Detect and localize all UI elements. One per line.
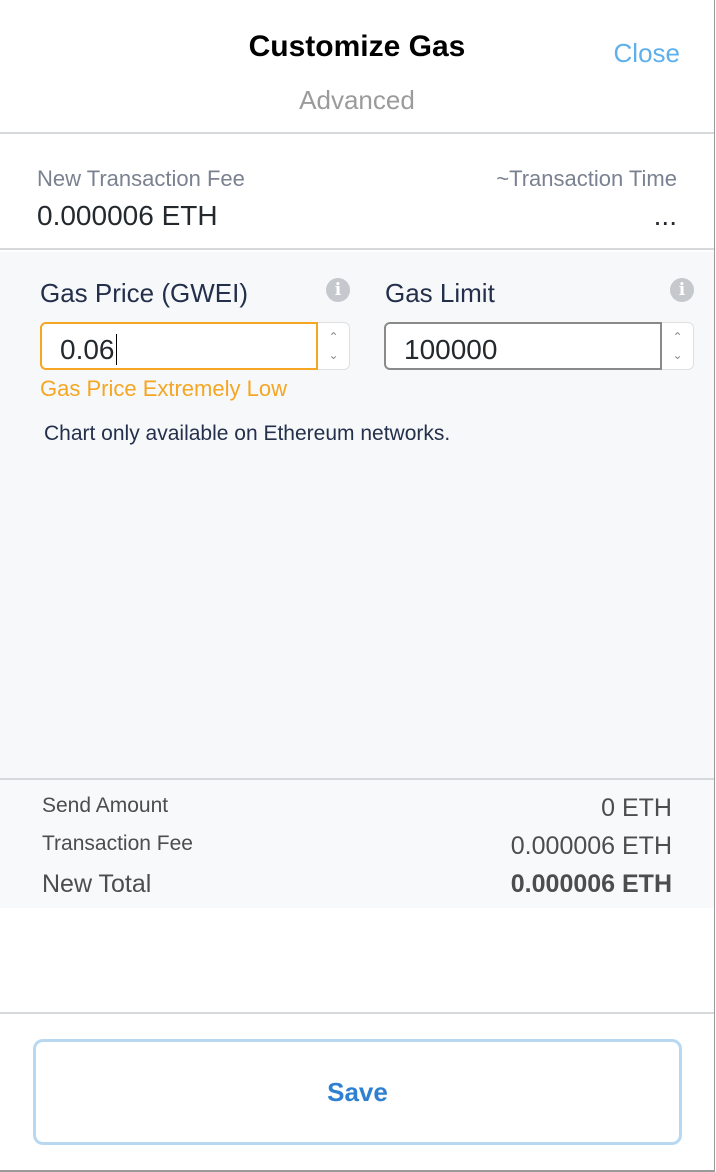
transaction-fee-value: 0.000006 ETH bbox=[510, 832, 672, 860]
gas-price-label: Gas Price (GWEI) bbox=[40, 278, 249, 308]
chevron-up-icon[interactable]: ⌃ bbox=[672, 330, 683, 344]
gas-price-stepper[interactable]: ⌃ ⌄ bbox=[318, 322, 350, 370]
modal-header: Customize Gas Advanced Close bbox=[0, 0, 714, 134]
new-total-label: New Total bbox=[42, 870, 152, 898]
gas-limit-label: Gas Limit bbox=[385, 278, 495, 308]
gas-price-value[interactable]: 0.06 bbox=[60, 334, 115, 365]
gas-price-error: Gas Price Extremely Low bbox=[40, 376, 287, 401]
save-button[interactable]: Save bbox=[33, 1039, 682, 1145]
send-amount-label: Send Amount bbox=[42, 794, 169, 817]
transaction-time-value: ... bbox=[653, 200, 677, 231]
advanced-gas-panel: Gas Price (GWEI) i 0.06 ⌃ ⌄ Gas Price Ext… bbox=[0, 252, 714, 778]
footer-divider bbox=[0, 1012, 714, 1014]
transaction-fee-row: Transaction Fee 0.000006 ETH bbox=[42, 832, 672, 861]
chevron-up-icon[interactable]: ⌃ bbox=[328, 330, 339, 344]
totals-summary: Send Amount 0 ETH Transaction Fee 0.0000… bbox=[0, 778, 714, 908]
transaction-fee-label: Transaction Fee bbox=[42, 832, 193, 855]
send-amount-row: Send Amount 0 ETH bbox=[42, 794, 672, 823]
new-total-value: 0.000006 ETH bbox=[510, 870, 672, 898]
chart-unavailable-note: Chart only available on Ethereum network… bbox=[44, 422, 451, 445]
new-total-row: New Total 0.000006 ETH bbox=[42, 870, 672, 899]
new-fee-label: New Transaction Fee bbox=[37, 166, 245, 191]
modal-subtitle: Advanced bbox=[299, 85, 415, 115]
close-button[interactable]: Close bbox=[613, 38, 680, 68]
gas-limit-value[interactable]: 100000 bbox=[404, 334, 498, 365]
new-fee-value: 0.000006 ETH bbox=[37, 200, 218, 231]
chevron-down-icon[interactable]: ⌄ bbox=[328, 348, 339, 362]
info-icon[interactable]: i bbox=[670, 278, 694, 302]
transaction-time-label: ~Transaction Time bbox=[496, 166, 677, 191]
gas-limit-stepper[interactable]: ⌃ ⌄ bbox=[662, 322, 694, 370]
info-icon[interactable]: i bbox=[326, 278, 350, 302]
gas-limit-input[interactable]: 100000 ⌃ ⌄ bbox=[384, 322, 694, 370]
gas-price-input[interactable]: 0.06 ⌃ ⌄ bbox=[40, 322, 350, 370]
transaction-fee-summary: New Transaction Fee 0.000006 ETH ~Transa… bbox=[0, 136, 714, 250]
send-amount-value: 0 ETH bbox=[601, 794, 672, 822]
chevron-down-icon[interactable]: ⌄ bbox=[672, 348, 683, 362]
modal-title: Customize Gas bbox=[248, 30, 466, 63]
